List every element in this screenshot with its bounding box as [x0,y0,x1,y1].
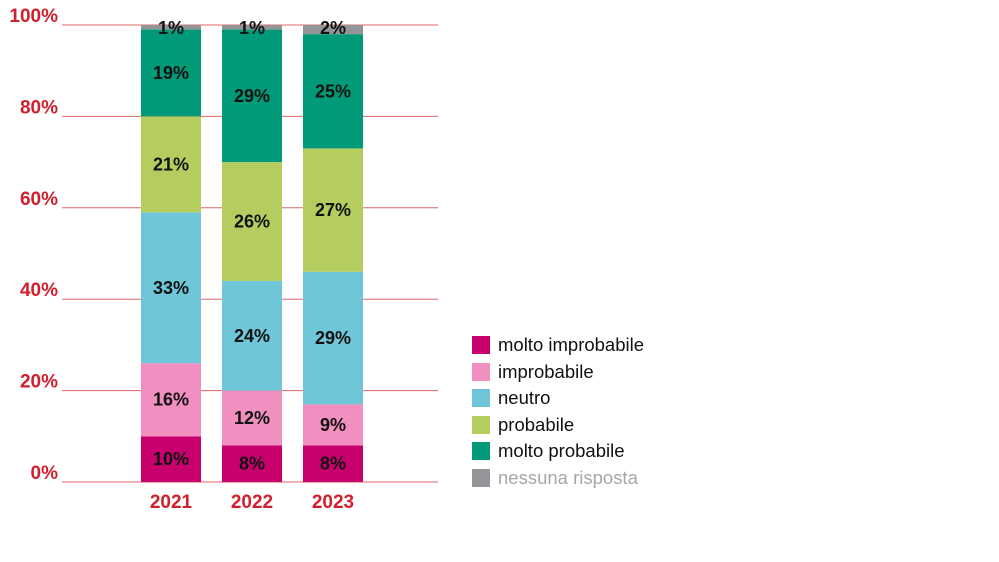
legend-label: improbabile [498,360,594,382]
legend-item: nessuna risposta [472,465,772,492]
legend-label: molto probabile [498,440,625,462]
bar-value-label: 25% [315,81,351,101]
x-tick-label: 2021 [150,492,193,513]
legend-item: neutro [472,385,772,412]
bar-value-label: 9% [320,415,346,435]
bar-value-label: 29% [234,86,270,106]
bar-value-label: 1% [158,18,184,38]
bar-value-label: 26% [234,212,270,232]
bar-value-label: 2% [320,18,346,38]
bar-segment-probabile-2022 [222,162,282,281]
bar-value-label: 16% [153,390,189,410]
bar-segment-improbabile-2021 [141,363,201,437]
legend: molto improbabile improbabile neutro probab… [472,332,772,491]
bar-segment-probabile-2021 [141,116,201,213]
legend-swatch [472,415,490,434]
x-tick-label: 2023 [312,492,354,513]
bar-segment-neutro-2021 [141,212,201,364]
legend-item: improbabile [472,359,772,386]
bar-segment-improbabile-2023 [303,404,363,446]
legend-label: molto improbabile [498,334,645,356]
y-tick-label: 0% [31,463,59,484]
bar-value-label: 27% [315,200,351,220]
bar-segment-molto-improbabile-2022 [222,445,282,482]
bar-segment-nessuna-risposta-2021 [141,25,201,30]
legend-swatch [472,362,490,381]
legend-swatch [472,336,490,355]
bar-segment-molto-improbabile-2023 [303,445,363,482]
y-tick-label: 40% [20,280,58,301]
x-tick-label: 2022 [231,492,273,513]
bar-value-label: 12% [234,408,270,428]
bar-segment-molto-improbabile-2021 [141,436,201,482]
bar-value-label: 8% [320,454,346,474]
bar-segment-improbabile-2022 [222,390,282,446]
bar-segment-neutro-2023 [303,271,363,405]
legend-label: neutro [498,387,551,409]
bar-segment-molto-probabile-2023 [303,34,363,149]
legend-swatch [472,389,490,408]
bar-value-label: 8% [239,454,265,474]
bars [141,25,363,482]
bar-segment-probabile-2023 [303,148,363,272]
bar-value-label: 1% [239,18,265,38]
legend-label: probabile [498,413,575,435]
bar-segment-nessuna-risposta-2023 [303,25,363,35]
bar-segment-molto-probabile-2021 [141,29,201,117]
legend-swatch [472,442,490,461]
bar-value-label: 21% [153,154,189,174]
x-axis-tick-labels: 2021 2022 2023 [150,492,354,513]
bar-value-label: 10% [153,449,189,469]
legend-label: nessuna risposta [498,466,638,488]
legend-swatch [472,468,490,487]
y-tick-label: 100% [9,6,58,27]
bar-segment-molto-probabile-2022 [222,29,282,163]
legend-item: molto probabile [472,438,772,465]
bar-value-label: 24% [234,326,270,346]
y-axis-tick-labels: 0% 20% 40% 60% 80% 100% [9,6,58,484]
y-tick-label: 60% [20,189,58,210]
bar-value-labels: 10% 16% 33% 21% 19% 1% 8% 12% 24% 26% 29% 1% 8% 9% 29%… [153,18,351,474]
legend-item: probabile [472,412,772,439]
bar-value-label: 33% [153,278,189,298]
legend-item: molto improbabile [472,332,772,359]
bar-segment-nessuna-risposta-2022 [222,25,282,30]
bar-segment-neutro-2022 [222,280,282,391]
y-tick-label: 80% [20,97,58,118]
bar-value-label: 19% [153,63,189,83]
bar-value-label: 29% [315,328,351,348]
y-tick-label: 20% [20,372,58,393]
